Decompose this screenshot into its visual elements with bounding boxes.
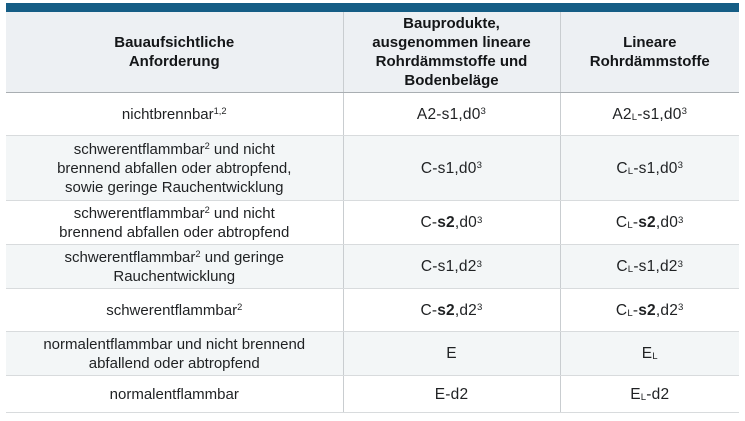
- classification-table: Bauaufsichtliche Anforderung Bauprodukte…: [6, 12, 739, 413]
- cell-linear: A2L-s1,d03: [559, 92, 739, 136]
- cell-products: C-s1,d23: [342, 244, 560, 289]
- cell-linear: CL-s1,d03: [559, 135, 739, 201]
- cell-requirement: normalentflammbar: [6, 375, 343, 413]
- cell-requirement: nichtbrennbar1,2: [6, 92, 343, 136]
- cell-linear: EL: [559, 331, 739, 376]
- header-cell-products: Bauprodukte, ausgenommen lineare Rohrdäm…: [342, 12, 560, 93]
- cell-requirement: schwerentflammbar2 und geringe Rauchentw…: [6, 244, 343, 289]
- cell-products: C-s2,d23: [342, 288, 560, 332]
- table-row: nichtbrennbar1,2 A2-s1,d03 A2L-s1,d03: [6, 92, 739, 136]
- table-row: normalentflammbar E-d2 EL-d2: [6, 375, 739, 413]
- cell-requirement: schwerentflammbar2: [6, 288, 343, 332]
- table-row: schwerentflammbar2 C-s2,d23 CL-s2,d23: [6, 288, 739, 332]
- cell-linear: CL-s2,d23: [559, 288, 739, 332]
- header-row: Bauaufsichtliche Anforderung Bauprodukte…: [6, 12, 739, 93]
- cell-linear: CL-s1,d23: [559, 244, 739, 289]
- cell-products: C-s1,d03: [342, 135, 560, 201]
- table-row: schwerentflammbar2 und geringe Rauchentw…: [6, 244, 739, 289]
- table-row: normalentflammbar und nicht brennend abf…: [6, 331, 739, 376]
- cell-linear: CL-s2,d03: [559, 200, 739, 245]
- cell-requirement: normalentflammbar und nicht brennend abf…: [6, 331, 343, 376]
- table-top-accent-bar: [6, 3, 739, 12]
- table-row: schwerentflammbar2 und nicht brennend ab…: [6, 200, 739, 245]
- fire-classification-table: Bauaufsichtliche Anforderung Bauprodukte…: [6, 3, 739, 413]
- cell-products: E-d2: [342, 375, 560, 413]
- table-body: nichtbrennbar1,2 A2-s1,d03 A2L-s1,d03 sc…: [6, 92, 739, 413]
- table-header: Bauaufsichtliche Anforderung Bauprodukte…: [6, 12, 739, 93]
- table-row: schwerentflammbar2 und nicht brennend ab…: [6, 135, 739, 201]
- cell-products: C-s2,d03: [342, 200, 560, 245]
- cell-linear: EL-d2: [559, 375, 739, 413]
- header-cell-requirement: Bauaufsichtliche Anforderung: [6, 12, 343, 93]
- cell-requirement: schwerentflammbar2 und nicht brennend ab…: [6, 135, 343, 201]
- cell-products: E: [342, 331, 560, 376]
- header-cell-linear: Lineare Rohrdämmstoffe: [559, 12, 739, 93]
- cell-products: A2-s1,d03: [342, 92, 560, 136]
- cell-requirement: schwerentflammbar2 und nicht brennend ab…: [6, 200, 343, 245]
